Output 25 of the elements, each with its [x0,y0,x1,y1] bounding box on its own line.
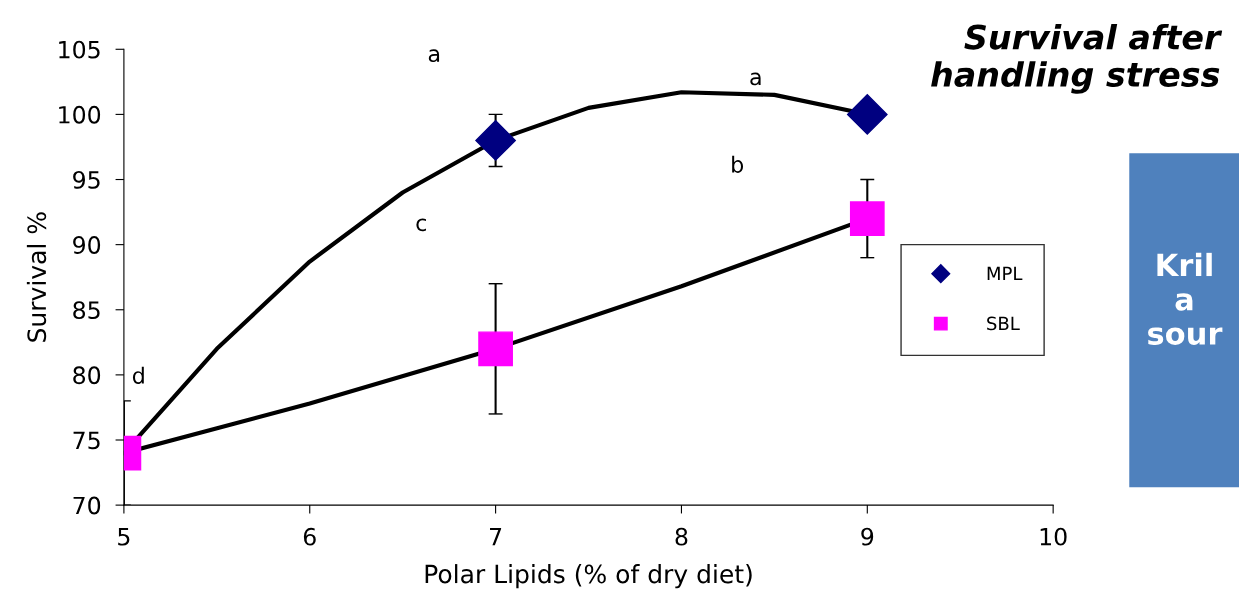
x-tick-label: 9 [861,527,874,546]
y-axis-title: Survival % [26,212,47,342]
annotation: c [416,218,426,232]
annotation: b [732,155,744,173]
x-axis-title: Polar Lipids (% of dry diet) [425,564,752,589]
legend-label: MPL [987,266,1023,280]
annotation: a [428,49,440,63]
y-tick-label: 80 [73,366,101,385]
y-tick-label: 90 [73,236,101,254]
y-tick-label: 75 [73,431,100,450]
x-tick-label: 8 [675,527,688,546]
x-tick-label: 7 [490,528,502,546]
annotation: d [132,366,144,384]
y-tick-label: 100 [59,105,101,124]
y-tick-label: 105 [59,40,100,59]
x-tick-label: 5 [118,528,130,546]
text: Kril a sour [1148,252,1223,345]
x-tick-label: 10 [1040,527,1067,546]
annotation: a [750,72,761,86]
legend-label: SBL [987,316,1020,331]
y-tick-label: 85 [73,301,100,320]
x-tick-label: 6 [303,527,316,546]
y-tick-label: 70 [73,496,101,515]
chart-title: Survival after handling stress [931,23,1223,94]
y-tick-label: 95 [73,170,100,189]
